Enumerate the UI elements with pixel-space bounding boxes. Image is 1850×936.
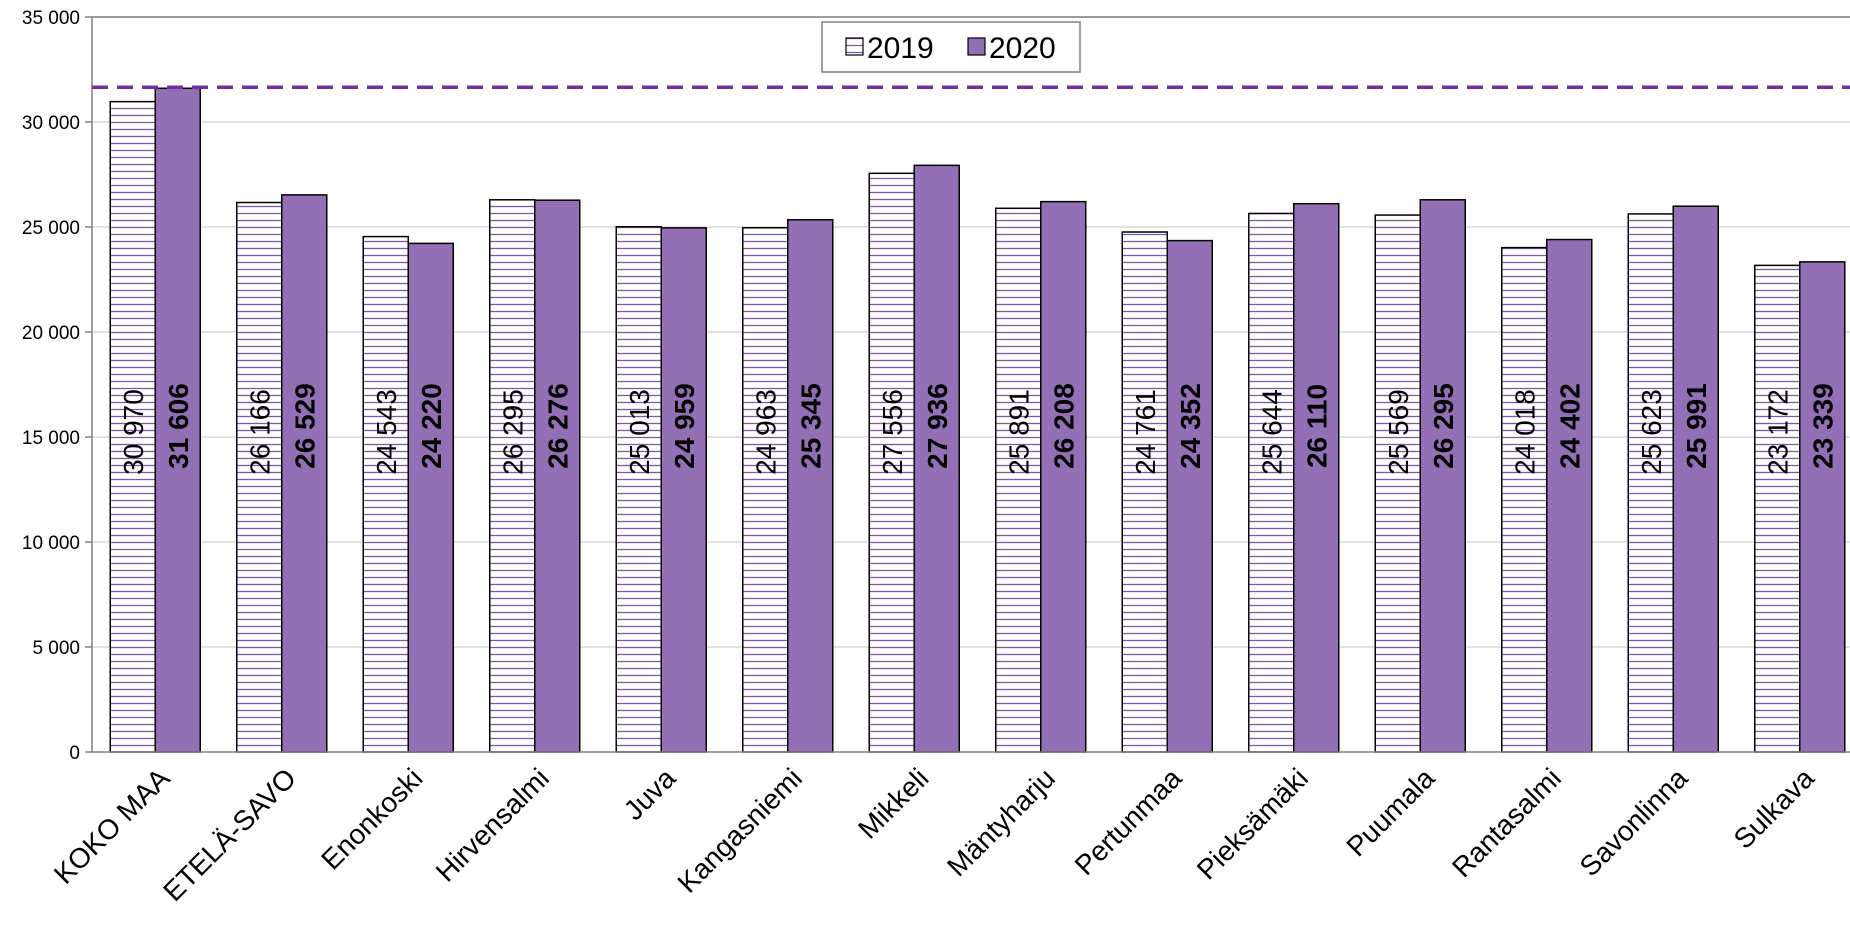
bar-2020 [1167,241,1212,752]
bar-2019 [996,208,1041,752]
bar-2019 [490,200,535,752]
data-label-2020: 23 339 [1807,383,1838,469]
legend-label-2019: 2019 [867,32,934,65]
x-category-label: Sulkava [1728,762,1821,855]
x-category-label: Puumala [1340,762,1440,862]
bar-2019 [1375,215,1420,752]
data-label-2020: 31 606 [163,383,194,469]
x-category-label: Enonkoski [315,762,428,875]
bar-2019 [616,227,661,752]
x-category-label: Kangasniemi [672,762,808,898]
data-label-2020: 26 276 [542,383,573,469]
data-label-2020: 24 959 [669,383,700,469]
data-label-2020: 27 936 [922,383,953,469]
bar-2020 [1800,262,1845,752]
data-label-2020: 26 110 [1301,384,1332,468]
x-category-label: Pertunmaa [1069,762,1188,881]
x-category-label: ETELÄ-SAVO [157,762,302,907]
y-tick-label: 15 000 [22,428,80,449]
data-label-2020: 24 402 [1554,383,1585,469]
bar-2019 [1628,214,1673,752]
data-label-2019: 26 166 [244,389,275,475]
y-tick-label: 20 000 [22,323,80,344]
bar-2020 [1420,200,1465,752]
legend-label-2020: 2020 [989,32,1056,65]
bar-2020 [408,243,453,752]
x-category-label: Hirvensalmi [430,762,555,887]
data-label-2020: 24 220 [416,383,447,469]
data-label-2020: 24 352 [1175,383,1206,469]
data-label-2019: 25 569 [1383,389,1414,475]
data-label-2019: 27 556 [877,389,908,475]
data-label-2020: 26 208 [1048,383,1079,469]
y-tick-label: 35 000 [22,8,80,29]
bar-2019 [743,228,788,752]
data-label-2020: 26 529 [289,383,320,469]
bar-2020 [1547,240,1592,752]
data-label-2020: 26 295 [1428,383,1459,469]
data-label-2019: 25 013 [624,389,655,475]
y-tick-label: 0 [69,743,80,764]
bar-2019 [1249,213,1294,752]
bar-2020 [661,228,706,752]
y-tick-label: 25 000 [22,218,80,239]
bar-2019 [1122,232,1167,752]
data-label-2020: 25 991 [1681,383,1712,469]
bar-2020 [282,195,327,752]
bar-2020 [1673,206,1718,752]
bar-2020 [535,200,580,752]
bar-2020 [1294,204,1339,752]
y-tick-label: 10 000 [22,533,80,554]
x-category-label: KOKO MAA [48,762,176,890]
data-label-2019: 25 644 [1256,389,1287,475]
bar-2019 [237,203,282,752]
x-category-label: Savonlinna [1574,762,1694,882]
y-tick-label: 30 000 [22,113,80,134]
data-label-2019: 24 018 [1509,389,1540,475]
bar-2019 [363,237,408,752]
legend-swatch-2019 [846,38,863,55]
data-labels: 30 970 31 606 26 166 26 529 24 543 24 220 26 2… [118,383,1839,475]
data-label-2019: 23 172 [1762,389,1793,475]
x-category-label: Pieksämäki [1191,762,1314,885]
y-tick-label: 5 000 [32,638,80,659]
bar-2019 [1502,248,1547,752]
x-category-label: Mäntyharju [941,762,1061,882]
data-label-2019: 26 295 [497,389,528,475]
bar-2020 [788,220,833,752]
data-label-2019: 24 761 [1130,389,1161,475]
data-label-2019: 30 970 [118,389,149,475]
bar-2019 [1755,265,1800,752]
x-category-label: Juva [618,762,682,826]
data-label-2019: 24 963 [750,389,781,475]
data-label-2019: 24 543 [371,389,402,475]
legend: 2019 2020 [822,22,1080,72]
data-label-2019: 25 623 [1636,389,1667,475]
x-category-label: Rantasalmi [1446,762,1567,883]
legend-swatch-2020 [968,38,985,55]
data-label-2019: 25 891 [1003,389,1034,475]
data-label-2020: 25 345 [795,383,826,469]
bar-2020 [1041,202,1086,752]
x-category-label: Mikkeli [852,762,934,844]
